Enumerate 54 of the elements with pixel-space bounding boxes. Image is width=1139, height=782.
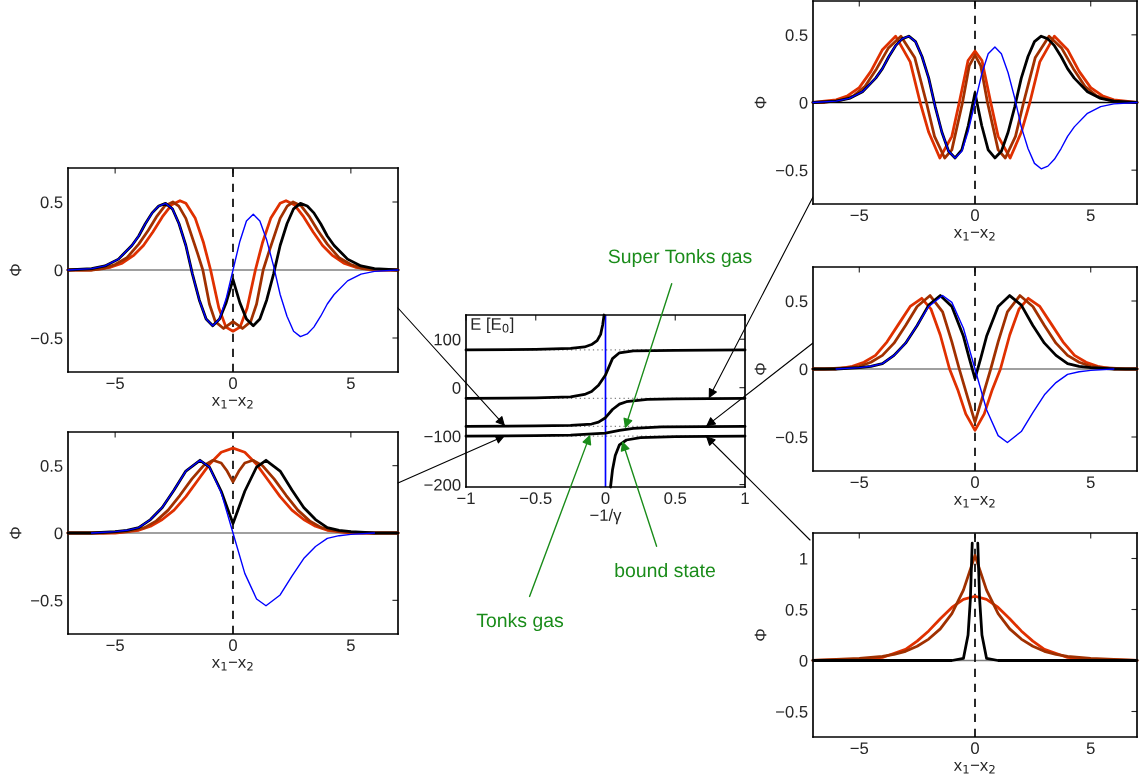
x-tick-label: 0 (601, 492, 610, 505)
x-tick-label: 0 (229, 377, 237, 390)
y-tick-label: 0 (799, 654, 808, 667)
x-tick-label: 5 (1086, 742, 1095, 755)
y-tick-label: −0.5 (776, 164, 808, 177)
annotation: Super Tonks gas (608, 248, 752, 268)
y-axis-title: E [E$_{0}$] (471, 317, 514, 334)
y-tick-label: −200 (424, 478, 461, 491)
x-tick-label: 0 (229, 639, 237, 652)
y-tick-label: 0 (799, 363, 808, 376)
x-axis-title: −1/γ (590, 508, 622, 525)
y-tick-label: 0 (54, 264, 63, 277)
y-tick-label: 0.5 (785, 603, 808, 616)
x-tick-label: 0 (971, 742, 979, 755)
x-tick-label: −1 (457, 492, 475, 504)
y-tick-label: 0 (54, 527, 63, 540)
x-axis-title: x$_{1}$−x$_{2}$ (953, 496, 995, 508)
y-tick-label: 0.5 (785, 29, 808, 42)
x-tick-label: 5 (346, 639, 355, 652)
y-axis-title: Φ (9, 527, 22, 539)
x-axis-title: x$_{1}$−x$_{2}$ (211, 397, 253, 409)
x-axis-title: x$_{1}$−x$_{2}$ (953, 762, 995, 774)
y-axis-title: Φ (754, 96, 767, 109)
x-tick-label: 0 (971, 476, 979, 489)
x-tick-label: −5 (106, 639, 124, 652)
y-tick-label: 100 (434, 333, 461, 346)
x-tick-label: −0.5 (520, 492, 552, 505)
y-tick-label: −0.5 (776, 431, 808, 444)
x-tick-label: 0.5 (664, 492, 687, 505)
y-axis-title: Φ (9, 264, 22, 276)
x-tick-label: −5 (850, 476, 869, 489)
y-axis-title: Φ (754, 363, 767, 375)
x-tick-label: −5 (106, 377, 124, 390)
y-tick-label: −100 (424, 430, 461, 443)
y-tick-label: −0.5 (31, 332, 63, 345)
x-tick-label: 5 (1086, 209, 1095, 222)
y-tick-label: −0.5 (31, 594, 63, 607)
y-tick-label: 0.5 (40, 460, 63, 472)
x-tick-label: −5 (850, 742, 869, 755)
annotation: Tonks gas (476, 612, 564, 632)
x-axis-title: x$_{1}$−x$_{2}$ (211, 659, 253, 671)
x-tick-label: 1 (741, 492, 749, 504)
y-axis-title: Φ (754, 629, 767, 641)
x-tick-label: 0 (971, 209, 979, 222)
y-tick-label: 1 (800, 553, 808, 565)
x-tick-label: 5 (346, 377, 355, 390)
x-tick-label: −5 (850, 209, 869, 222)
y-tick-label: 0.5 (785, 295, 808, 308)
x-tick-label: 5 (1086, 476, 1095, 489)
y-tick-label: 0.5 (40, 196, 63, 209)
x-axis-title: x$_{1}$−x$_{2}$ (953, 229, 995, 241)
y-tick-label: −0.5 (776, 705, 808, 718)
y-tick-label: 0 (799, 96, 808, 109)
annotation: bound state (615, 562, 715, 578)
